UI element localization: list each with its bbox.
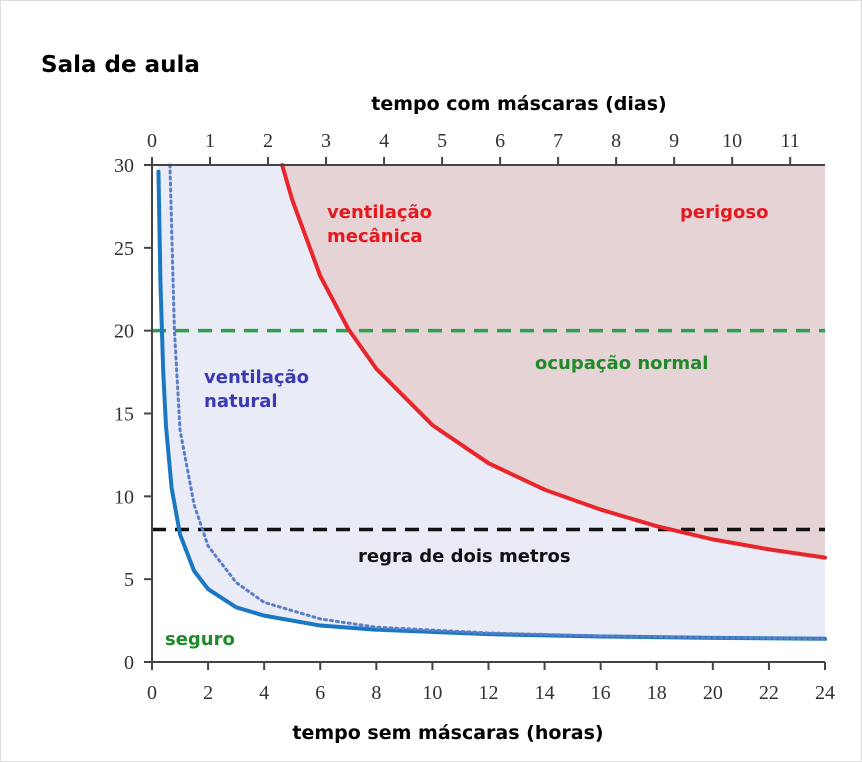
x-tick-label: 10 <box>422 682 442 704</box>
x2-tick-label: 8 <box>611 130 621 152</box>
x-axis-label: tempo sem máscaras (horas) <box>292 722 603 744</box>
x-tick-label: 6 <box>315 682 325 704</box>
y-tick-label: 10 <box>114 486 134 508</box>
y-tick-label: 20 <box>114 321 134 343</box>
x-tick-label: 22 <box>759 682 779 704</box>
series-line <box>168 163 827 641</box>
x2-tick-label: 5 <box>437 130 447 152</box>
annotation: natural <box>204 391 278 412</box>
annotation: ventilação <box>204 367 309 388</box>
x-tick-label: 14 <box>535 682 555 704</box>
x2-tick-label: 1 <box>205 130 215 152</box>
x-tick-label: 24 <box>815 682 835 704</box>
annotation: seguro <box>165 629 235 650</box>
x2-tick-label: 2 <box>263 130 273 152</box>
y-tick-label: 15 <box>114 404 134 426</box>
annotation: perigoso <box>680 202 768 223</box>
x2-tick-label: 6 <box>495 130 505 152</box>
x2-tick-label: 9 <box>669 130 679 152</box>
x-tick-label: 12 <box>479 682 499 704</box>
x2-tick-label: 7 <box>553 130 563 152</box>
x-tick-label: 2 <box>203 682 213 704</box>
x2-axis-label: tempo com máscaras (dias) <box>371 93 667 115</box>
x-tick-label: 16 <box>591 682 611 704</box>
series-line <box>280 163 827 560</box>
x-tick-label: 8 <box>371 682 381 704</box>
annotation: mecânica <box>327 226 423 247</box>
region <box>282 165 825 558</box>
x2-tick-label: 11 <box>781 130 800 152</box>
x-tick-label: 20 <box>703 682 723 704</box>
x-tick-label: 4 <box>259 682 269 704</box>
x2-tick-label: 4 <box>379 130 389 152</box>
chart-title: Sala de aula <box>41 52 200 78</box>
annotation: regra de dois metros <box>358 546 571 567</box>
annotation: ocupação normal <box>535 353 708 374</box>
x-tick-label: 18 <box>647 682 667 704</box>
x2-tick-label: 10 <box>722 130 742 152</box>
y-tick-label: 0 <box>124 652 134 674</box>
x-tick-label: 0 <box>147 682 157 704</box>
x2-tick-label: 3 <box>321 130 331 152</box>
y-tick-label: 5 <box>124 569 134 591</box>
x2-tick-label: 0 <box>147 130 157 152</box>
y-tick-label: 25 <box>114 238 134 260</box>
y-tick-label: 30 <box>114 155 134 177</box>
annotation: ventilação <box>327 202 432 223</box>
